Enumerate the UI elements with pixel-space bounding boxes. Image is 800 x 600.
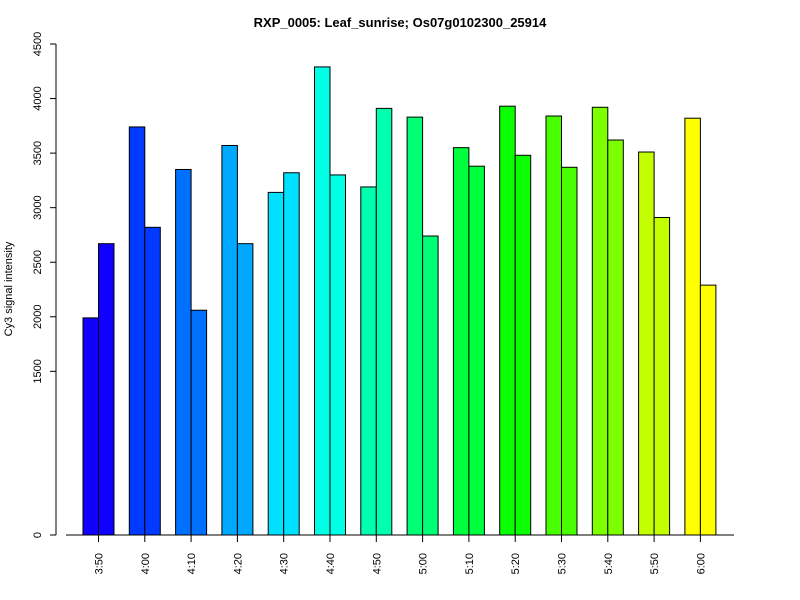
x-tick-label: 4:50 <box>371 553 383 574</box>
bar-510-1 <box>452 147 470 536</box>
y-tick-label: 3500 <box>32 141 44 165</box>
bar-440-2 <box>329 174 346 536</box>
bar-440-1 <box>314 66 331 536</box>
bar-350-1 <box>82 317 99 536</box>
y-tick-label: 2000 <box>32 305 44 329</box>
bar-420-1 <box>221 144 238 536</box>
y-tick-label: 2500 <box>32 250 44 274</box>
bar-520-1 <box>499 105 516 536</box>
x-tick-label: 4:30 <box>279 553 291 574</box>
bar-410-2 <box>190 309 208 536</box>
x-tick-label: 4:10 <box>186 553 198 574</box>
bar-430-2 <box>283 172 300 536</box>
bar-400-1 <box>128 126 146 536</box>
x-tick-label: 5:50 <box>649 553 661 574</box>
y-tick-label: 0 <box>32 532 44 538</box>
bar-600-1 <box>684 117 701 536</box>
x-tick-label: 4:40 <box>325 553 337 574</box>
x-tick-label: 5:20 <box>510 553 522 574</box>
bar-410-1 <box>175 168 192 536</box>
x-axis: 3:50 4:00 4:10 4:20 4:30 4:40 4:50 5:00 5:10 5:20… <box>66 534 734 574</box>
bar-530-2 <box>561 166 578 536</box>
y-axis-label: Cy3 signal intensity <box>3 241 15 336</box>
bar-550-1 <box>638 151 655 536</box>
bar-420-2 <box>236 243 254 536</box>
y-tick-label: 1500 <box>32 359 44 383</box>
bar-500-2 <box>422 235 439 536</box>
bar-450-2 <box>375 107 393 536</box>
bar-500-1 <box>406 116 424 536</box>
bar-450-1 <box>360 186 377 536</box>
bar-530-1 <box>545 115 562 536</box>
bar-350-2 <box>98 243 115 536</box>
bar-520-2 <box>514 154 532 536</box>
bar-550-2 <box>653 216 671 536</box>
bar-510-2 <box>468 165 485 536</box>
x-tick-label: 5:30 <box>557 553 569 574</box>
bars <box>82 66 717 536</box>
x-tick-label: 6:00 <box>695 553 707 574</box>
bar-540-2 <box>607 139 624 536</box>
x-tick-label: 4:00 <box>140 553 152 574</box>
x-tick-label: 5:40 <box>603 553 615 574</box>
x-tick-label: 5:00 <box>418 553 430 574</box>
y-tick-label: 4000 <box>32 86 44 110</box>
bar-430-1 <box>267 191 285 536</box>
bar-540-1 <box>591 106 609 536</box>
bar-400-2 <box>144 226 161 536</box>
x-tick-label: 4:20 <box>232 553 244 574</box>
x-tick-label: 3:50 <box>94 553 106 574</box>
y-tick-label: 4500 <box>32 32 44 56</box>
chart-title: RXP_0005: Leaf_sunrise; Os07g0102300_259… <box>254 15 547 30</box>
bar-600-2 <box>699 284 717 536</box>
y-tick-label: 3000 <box>32 195 44 219</box>
x-tick-label: 5:10 <box>464 553 476 574</box>
y-axis: 0 1500 2000 2500 3000 3500 4000 4500 <box>32 32 57 538</box>
